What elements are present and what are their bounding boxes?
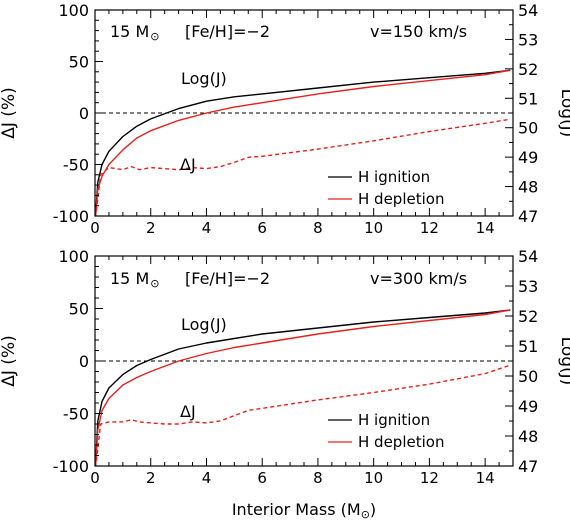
delta-j-curve-label: ΔJ [180,155,196,174]
y-right-tick-label: 47 [518,457,538,476]
x-tick-label: 12 [420,219,439,237]
x-tick-label: 4 [202,469,212,487]
series-line-delta-j [95,364,511,461]
x-tick-label: 2 [146,219,156,237]
y-left-tick-label: 50 [69,53,89,72]
x-tick-label: 6 [257,469,267,487]
y-right-tick-label: 51 [518,337,538,356]
y-right-tick-label: 52 [518,60,538,79]
y-right-tick-label: 54 [518,1,538,20]
legend-label-depletion: H depletion [358,433,444,451]
series-layer [94,309,513,467]
ticks-layer: 0 2 4 6 8 10 12 14 -100 -50 0 50 100 47 48 49 50 51 52 53 54 [53,247,539,487]
series-line-h-depletion [94,309,511,467]
x-tick-label: 14 [476,219,495,237]
y-left-tick-label: 0 [79,104,89,123]
x-tick-label: 12 [420,469,439,487]
legend-label-depletion: H depletion [358,190,444,208]
y-right-tick-label: 53 [518,30,538,49]
series-line-delta-j [95,118,511,211]
left-axis-label: ΔJ (%) [0,335,19,386]
metallicity-annotation: [Fe/H]=−2 [185,269,270,288]
y-left-tick-label: -50 [63,405,89,424]
x-tick-label: 14 [476,469,495,487]
velocity-annotation: v=300 km/s [370,269,467,288]
velocity-annotation: v=150 km/s [370,22,467,41]
x-tick-label: 10 [364,469,383,487]
legend: H ignition H depletion [328,411,444,451]
y-left-tick-label: -50 [63,156,89,175]
legend-label-ignition: H ignition [358,411,430,429]
y-right-tick-label: 48 [518,178,538,197]
y-right-tick-label: 49 [518,397,538,416]
x-tick-label: 4 [202,219,212,237]
right-axis-label: Log(J) [557,337,570,386]
y-right-tick-label: 50 [518,367,538,386]
x-tick-label: 6 [257,219,267,237]
logj-curve-label: Log(J) [181,315,227,334]
y-right-tick-label: 51 [518,89,538,108]
y-left-tick-label: -100 [53,207,89,226]
metallicity-annotation: [Fe/H]=−2 [185,22,270,41]
y-right-tick-label: 49 [518,148,538,167]
y-left-tick-label: 0 [79,352,89,371]
logj-curve-label: Log(J) [181,69,227,88]
y-left-tick-label: 50 [69,300,89,319]
x-tick-label: 0 [90,219,100,237]
series-line-h-depletion [94,69,511,217]
x-tick-label: 0 [90,469,100,487]
x-axis-label: Interior Mass (M⊙) [232,500,376,521]
legend-label-ignition: H ignition [358,168,430,186]
x-tick-label: 10 [364,219,383,237]
right-axis-label: Log(J) [557,89,570,138]
series-layer [94,69,513,217]
y-right-tick-label: 47 [518,207,538,226]
y-left-tick-label: -100 [53,457,89,476]
series-line-h-ignition [94,309,511,467]
y-left-tick-label: 100 [58,247,89,266]
panel-top: 0 2 4 6 8 10 12 14 -100 -50 0 50 100 47 48 49 50 51 52 53 54… [0,1,570,237]
y-right-tick-label: 53 [518,277,538,296]
x-tick-label: 8 [313,219,323,237]
y-left-tick-label: 100 [58,1,89,20]
ticks-layer: 0 2 4 6 8 10 12 14 -100 -50 0 50 100 47 48 49 50 51 52 53 54 [53,1,539,237]
series-line-h-ignition [94,69,511,217]
y-right-tick-label: 48 [518,427,538,446]
mass-annotation: 15 M⊙ [110,269,159,290]
delta-j-curve-label: ΔJ [180,402,196,421]
x-tick-label: 2 [146,469,156,487]
left-axis-label: ΔJ (%) [0,87,19,138]
y-right-tick-label: 52 [518,307,538,326]
panel-bottom: 0 2 4 6 8 10 12 14 -100 -50 0 50 100 47 48 49 50 51 52 53 54… [0,247,570,521]
legend: H ignition H depletion [328,168,444,208]
x-tick-label: 8 [313,469,323,487]
y-right-tick-label: 50 [518,119,538,138]
y-right-tick-label: 54 [518,247,538,266]
mass-annotation: 15 M⊙ [110,22,159,43]
